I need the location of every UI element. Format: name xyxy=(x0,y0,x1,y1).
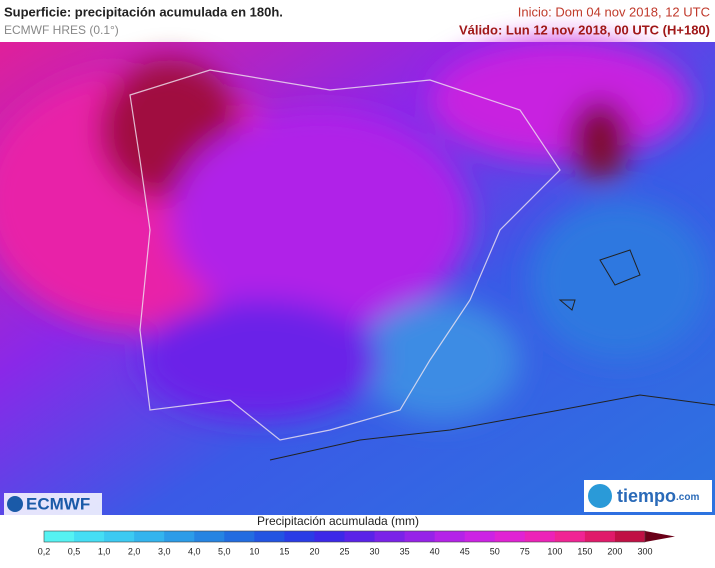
ecmwf-text: ECMWF xyxy=(26,494,90,513)
legend-title: Precipitación acumulada (mm) xyxy=(257,514,419,528)
color-bin xyxy=(344,531,376,542)
color-bin xyxy=(614,531,646,542)
tick-label: 45 xyxy=(460,546,470,556)
tick-label: 10 xyxy=(249,546,259,556)
ecmwf-logo: ECMWF xyxy=(4,493,102,515)
tick-label: 300 xyxy=(637,546,652,556)
tick-label: 0,5 xyxy=(68,546,81,556)
title: Superficie: precipitación acumulada en 1… xyxy=(4,4,283,19)
colorbar: 0,2 0,5 1,0 2,0 3,0 4,0 5,0 10 15 20 25 30 35 40 45 50 7… xyxy=(38,530,675,556)
tick-label: 0,2 xyxy=(38,546,51,556)
color-bin xyxy=(464,531,496,542)
tick-label: 100 xyxy=(547,546,562,556)
color-bin xyxy=(224,531,255,542)
color-bin xyxy=(314,531,345,542)
tick-label: 15 xyxy=(279,546,289,556)
tick-label: 200 xyxy=(607,546,622,556)
color-bin xyxy=(254,531,285,542)
color-bin xyxy=(494,531,526,542)
tick-label: 5,0 xyxy=(218,546,231,556)
tick-label: 35 xyxy=(400,546,410,556)
tick-label: 2,0 xyxy=(128,546,141,556)
color-bin xyxy=(164,531,195,542)
color-arrow xyxy=(645,531,675,542)
color-bin xyxy=(74,531,105,542)
tick-label: 30 xyxy=(370,546,380,556)
tiempo-suffix: .com xyxy=(676,492,699,503)
color-bin xyxy=(584,531,616,542)
model: ECMWF HRES (0.1°) xyxy=(4,23,119,37)
color-bin xyxy=(374,531,406,542)
color-bin xyxy=(194,531,225,542)
tiempo-text: tiempo xyxy=(617,486,676,506)
tick-label: 4,0 xyxy=(188,546,201,556)
color-bin xyxy=(44,531,75,542)
tick-label: 1,0 xyxy=(98,546,111,556)
tiempo-logo: tiempo.com xyxy=(584,480,712,512)
tick-label: 20 xyxy=(309,546,319,556)
color-bin xyxy=(284,531,315,542)
valid-time: Válido: Lun 12 nov 2018, 00 UTC (H+180) xyxy=(459,22,710,37)
init-time: Inicio: Dom 04 nov 2018, 12 UTC xyxy=(518,4,710,19)
tick-label: 75 xyxy=(520,546,530,556)
color-bin xyxy=(404,531,436,542)
tick-label: 50 xyxy=(490,546,500,556)
tick-label: 150 xyxy=(577,546,592,556)
colorbar-frame xyxy=(43,530,646,543)
tick-label: 40 xyxy=(430,546,440,556)
color-bin xyxy=(554,531,586,542)
color-bin xyxy=(434,531,466,542)
map xyxy=(0,40,715,515)
tick-label: 3,0 xyxy=(158,546,171,556)
tick-label: 25 xyxy=(339,546,349,556)
svg-text:tiempo.com: tiempo.com xyxy=(617,486,699,506)
color-bin xyxy=(524,531,556,542)
color-bin xyxy=(104,531,135,542)
color-bin xyxy=(134,531,165,542)
